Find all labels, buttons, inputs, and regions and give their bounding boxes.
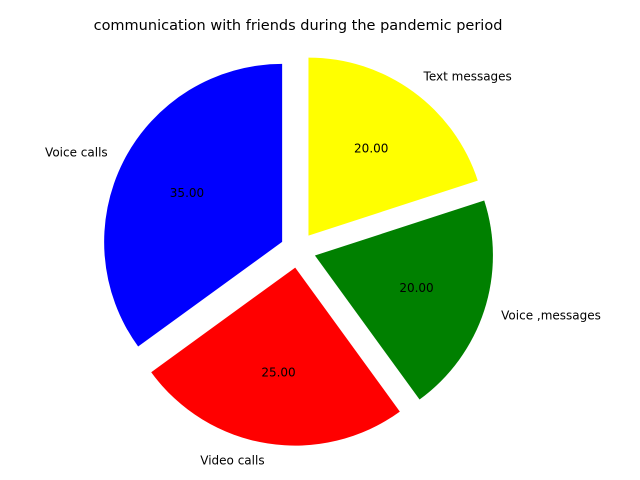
pie-value-label-text-messages: 20.00 xyxy=(354,142,388,156)
pie-value-label-voice-messages: 20.00 xyxy=(399,281,433,295)
pie-category-label-text-messages: Text messages xyxy=(423,70,512,84)
pie-slice-text-messages xyxy=(308,57,478,236)
pie-labels: 35.00 Voice calls 25.00 Video calls 20.00 Voi… xyxy=(45,70,601,468)
chart-title: communication with friends during the pa… xyxy=(94,18,503,34)
pie-slice-voice-calls xyxy=(104,63,283,347)
pie-value-label-voice-calls: 35.00 xyxy=(170,186,204,200)
pie-slices xyxy=(104,57,493,446)
pie-category-label-video-calls: Video calls xyxy=(200,453,264,467)
pie-value-label-video-calls: 25.00 xyxy=(261,366,295,380)
pie-slice-video-calls xyxy=(151,267,400,446)
pie-category-label-voice-messages: Voice ,messages xyxy=(501,309,601,323)
pie-slice-voice-messages xyxy=(314,200,493,400)
pie-category-label-voice-calls: Voice calls xyxy=(45,146,108,160)
